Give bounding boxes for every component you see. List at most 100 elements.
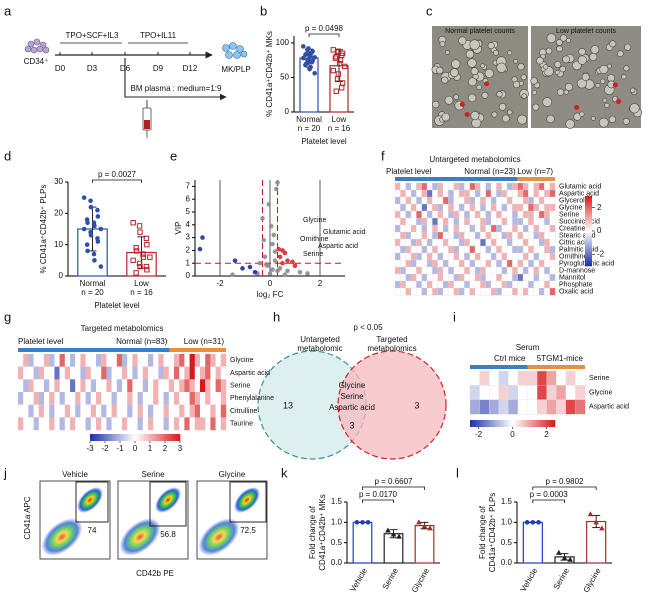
cell-shape [590, 116, 596, 121]
group-bar [470, 365, 528, 369]
cell-shape [600, 78, 606, 84]
heat-cell [116, 392, 123, 405]
heat-cell [189, 379, 195, 393]
heat-cell [75, 354, 81, 367]
heat-cell [474, 210, 481, 219]
colorbar-step [146, 434, 149, 441]
heat-cell [448, 259, 455, 268]
heat-cell [426, 203, 433, 212]
heat-cell [442, 252, 449, 261]
heat-cell [426, 259, 433, 268]
comparison-bracket [532, 486, 597, 490]
heat-cell [148, 379, 154, 393]
data-point [263, 262, 269, 267]
heat-cell [148, 366, 154, 380]
heat-cell [410, 217, 417, 226]
data-point [277, 254, 283, 260]
heat-cell [512, 182, 519, 191]
heat-cell [85, 392, 91, 405]
heat-cell [496, 217, 503, 226]
heat-cell [174, 392, 180, 405]
cell-shape [598, 117, 609, 128]
data-point [277, 266, 283, 271]
heat-cell [442, 266, 449, 275]
heat-cell [533, 217, 540, 226]
heat-cell [437, 210, 444, 219]
heat-cell [453, 259, 460, 268]
data-point [332, 55, 339, 61]
heat-cell [485, 210, 492, 219]
heat-cell [200, 404, 206, 418]
cell-shape [451, 59, 461, 69]
colorbar-step [548, 420, 552, 427]
colorbar-step [103, 434, 107, 441]
heat-cell [28, 392, 34, 405]
heat-cell [544, 273, 551, 282]
heat-cell [544, 280, 551, 289]
group-label: Normal (n=83) [116, 337, 168, 346]
heat-cell [410, 287, 417, 296]
heat-cell [394, 287, 401, 296]
heat-cell [410, 266, 417, 275]
heat-cell [38, 354, 45, 367]
heat-cell [517, 245, 524, 254]
cell-shape [458, 36, 467, 45]
colorbar-label: 0 [133, 444, 138, 453]
data-point [262, 254, 268, 260]
heat-cell [148, 417, 154, 431]
heat-cell [522, 287, 529, 296]
heat-cell [575, 385, 586, 401]
heat-cell [410, 245, 417, 254]
heat-cell [448, 231, 455, 240]
cell-shape [629, 103, 640, 114]
heat-cell [148, 354, 154, 367]
heat-cell [512, 189, 519, 198]
cell-shape [470, 111, 480, 121]
group-label: Normal (n=23) [464, 167, 516, 176]
colorbar-step [585, 199, 592, 202]
heat-cell [410, 238, 417, 247]
heat-cell [28, 417, 34, 431]
colorbar-step [90, 434, 93, 441]
heat-cell [432, 182, 439, 191]
venn: p < 0.05 Untargeted metabolomic Targeted… [257, 323, 447, 460]
y-axis-label: % CD41a⁺CD42b⁺ PLPs [39, 185, 48, 274]
heat-cell [394, 238, 401, 247]
heat-cell [496, 266, 503, 275]
row-label: Glycine [230, 357, 253, 364]
data-point [334, 76, 341, 82]
heat-cell [533, 196, 540, 205]
cell-shape [565, 119, 575, 129]
heat-cell [464, 287, 471, 296]
cell-shape [559, 34, 568, 42]
colorbar-step [499, 420, 503, 427]
p-value: p = 0.0170 [359, 490, 398, 499]
heat-cell [522, 210, 529, 219]
heat-cell [544, 266, 551, 275]
heat-cell [538, 280, 545, 289]
heat-cell [215, 417, 221, 431]
heat-cell [189, 404, 195, 418]
heat-cell [458, 182, 465, 191]
cell-shape [542, 97, 553, 107]
data-point [275, 180, 280, 185]
data-point [140, 251, 146, 257]
data-point [247, 264, 253, 270]
colorbar-step [130, 434, 134, 441]
heat-cell [394, 189, 401, 198]
heat-cell [153, 379, 159, 393]
colorbar-step [585, 208, 592, 211]
heat-cell [489, 385, 500, 401]
heat-cell [533, 189, 540, 198]
heat-cell [496, 252, 503, 261]
colorbar-step [126, 434, 129, 441]
heat-cell [469, 217, 476, 226]
heat-cell [394, 245, 401, 254]
venn-item: Aspartic acid [329, 403, 375, 412]
heat-cell [485, 238, 492, 247]
heat-cell [517, 252, 524, 261]
heat-cell [501, 259, 508, 268]
heatmap-title: Serum [516, 343, 540, 352]
heat-cell [538, 210, 545, 219]
heat-cell [54, 354, 60, 367]
